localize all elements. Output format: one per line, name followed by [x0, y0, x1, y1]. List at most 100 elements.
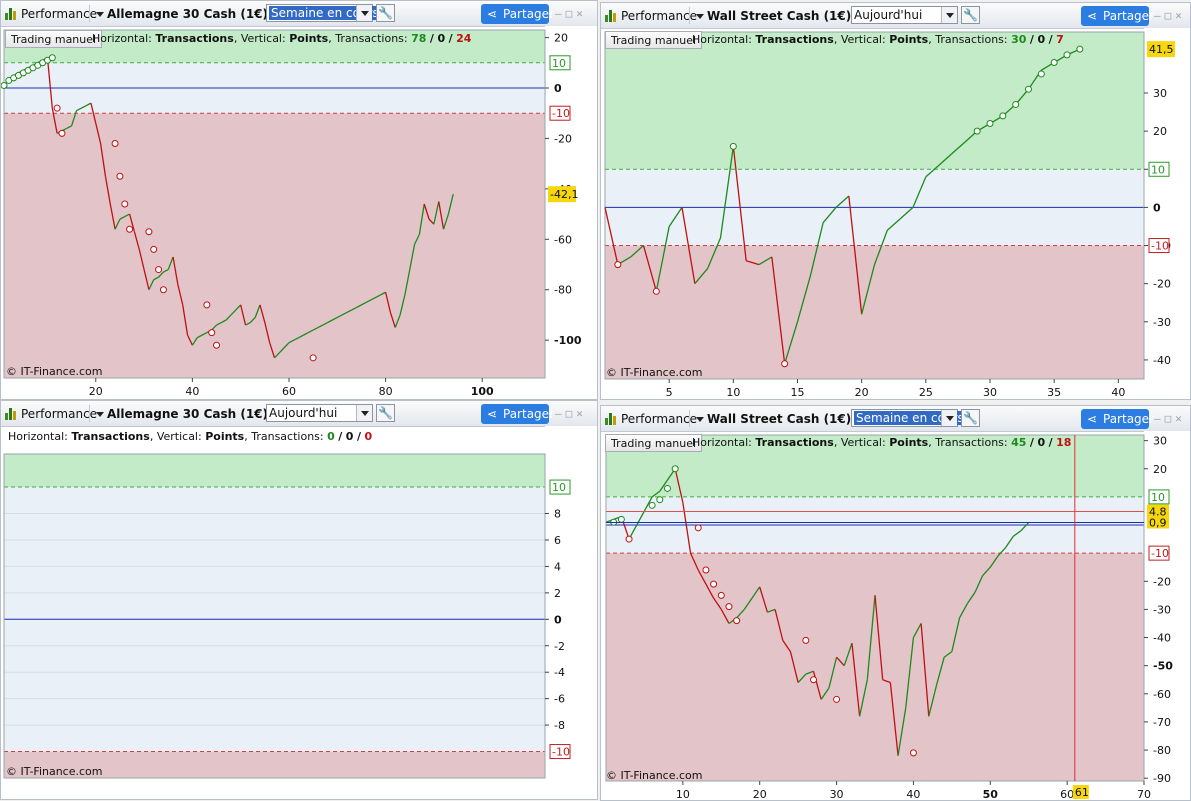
series-segment — [861, 264, 876, 315]
performance-chart[interactable]: 3020100-10-20-30-4010-105101520253035404… — [601, 28, 1191, 400]
tx-separator: / — [1029, 436, 1034, 449]
performance-label[interactable]: Performance — [621, 9, 698, 23]
series-segment — [851, 643, 861, 717]
series-segment — [951, 142, 965, 155]
series-segment — [191, 337, 198, 346]
series-segment — [356, 304, 362, 308]
share-button[interactable]: ⋖ Partager — [481, 404, 554, 424]
series-segment — [958, 603, 968, 619]
series-segment — [143, 269, 150, 290]
series-segment — [375, 294, 382, 298]
series-segment — [866, 595, 876, 680]
performance-chart[interactable]: 8 6 4 2 0 -2 -4 -6 -8 10 -10 — [1, 426, 598, 800]
series-segment — [394, 314, 401, 328]
series-segment — [797, 673, 807, 683]
series-segment — [413, 233, 420, 245]
wrench-icon[interactable]: 🔧 — [961, 409, 980, 427]
manual-trading-button[interactable]: Trading manuel — [605, 434, 703, 452]
manual-trading-button[interactable]: Trading manuel — [5, 30, 103, 48]
series-segment — [697, 569, 707, 585]
series-segment — [153, 276, 159, 281]
chevron-down-icon[interactable] — [356, 405, 372, 421]
series-segment — [873, 230, 888, 265]
series-segment — [346, 309, 353, 314]
chevron-down-icon[interactable] — [941, 410, 957, 426]
period-select[interactable]: Aujourd'hui — [851, 6, 958, 24]
trade-marker — [652, 287, 660, 295]
chevron-down-icon[interactable] — [356, 5, 372, 21]
tx-win-count: 45 — [1011, 436, 1027, 449]
series-segment — [177, 284, 184, 306]
copyright: © IT-Finance.com — [6, 365, 103, 378]
trade-marker — [625, 535, 633, 543]
info-transactions-label: Transactions: — [335, 32, 408, 45]
wrench-icon[interactable]: 🔧 — [376, 4, 395, 22]
share-button[interactable]: ⋖ Partager — [481, 4, 554, 24]
series-segment — [989, 555, 999, 568]
series-segment — [361, 301, 367, 306]
y-tick-label: 2 — [554, 587, 561, 600]
series-segment — [418, 203, 425, 235]
series-segment — [759, 586, 769, 613]
series-segment — [332, 316, 338, 321]
y-tick-label: 8 — [554, 508, 561, 521]
performance-label[interactable]: Performance — [21, 7, 98, 21]
instrument-dropdown-icon[interactable] — [96, 12, 104, 17]
plot-border — [605, 434, 1145, 782]
y-tick-label: -80 — [554, 284, 572, 297]
chevron-down-icon[interactable] — [941, 7, 957, 23]
wrench-icon[interactable]: 🔧 — [961, 6, 980, 24]
toolbar-separator — [89, 405, 90, 422]
instrument-name[interactable]: Wall Street Cash (1€) (-) — [707, 9, 872, 23]
trade-marker — [1050, 59, 1058, 67]
performance-chart[interactable]: 30 20 -20 -30 -40 -50 -60 -70 -80 -90 10 -10 10 20 30 4… — [601, 431, 1191, 801]
share-icon: ⋖ — [487, 407, 498, 421]
share-label: Partager — [503, 7, 554, 21]
performance-label[interactable]: Performance — [21, 407, 98, 421]
manual-trading-button[interactable]: Trading manuel — [605, 31, 703, 49]
share-button[interactable]: ⋖ Partager — [1081, 409, 1154, 429]
window-controls[interactable]: –□✕ — [1154, 412, 1186, 425]
trade-marker — [116, 172, 124, 180]
tx-neutral-count: 0 — [1037, 436, 1046, 449]
wrench-icon[interactable]: 🔧 — [376, 404, 395, 422]
instrument-dropdown-icon[interactable] — [696, 14, 704, 19]
period-select[interactable]: Semaine en cours — [266, 4, 381, 22]
trade-marker — [810, 676, 818, 684]
instrument-dropdown-icon[interactable] — [696, 417, 704, 422]
series-segment — [225, 314, 232, 321]
instrument-name[interactable]: Wall Street Cash (1€) (-) — [707, 412, 872, 426]
info-bar: Horizontal: Transactions, Vertical: Poin… — [692, 436, 1072, 449]
trade-marker — [671, 465, 679, 473]
plot-border — [3, 453, 546, 779]
window-controls[interactable]: –□✕ — [555, 407, 587, 420]
tx-neutral-count: 0 — [345, 430, 354, 443]
share-label: Partager — [1103, 9, 1154, 23]
window-controls[interactable]: –□✕ — [1154, 9, 1186, 22]
threshold-label: -10 — [1151, 240, 1169, 253]
threshold-label-box — [549, 744, 571, 760]
reference-badge-text: 0,9 — [1149, 516, 1167, 529]
series-segment — [767, 608, 776, 613]
series-segment — [1012, 530, 1022, 537]
tx-loss-count: 7 — [1056, 33, 1064, 46]
instrument-name[interactable]: Allemagne 30 Cash (1€) (-) — [107, 7, 289, 21]
period-select[interactable]: Aujourd'hui — [266, 404, 373, 422]
y-axis-area — [1144, 28, 1190, 399]
copyright: © IT-Finance.com — [606, 769, 703, 782]
window-controls[interactable]: –□✕ — [555, 7, 587, 20]
info-horizontal-label: Horizontal: — [692, 33, 752, 46]
share-button[interactable]: ⋖ Partager — [1081, 6, 1154, 26]
performance-label[interactable]: Performance — [621, 412, 698, 426]
period-select[interactable]: Semaine en cours — [851, 409, 966, 427]
series-segment — [90, 102, 97, 124]
series-segment — [643, 496, 653, 512]
series-segment — [745, 260, 760, 266]
instrument-name[interactable]: Allemagne 30 Cash (1€) (-) — [107, 407, 289, 421]
series-segment — [796, 275, 811, 322]
series-segment — [938, 153, 952, 166]
instrument-dropdown-icon[interactable] — [96, 412, 104, 417]
threshold-label-box — [549, 479, 571, 495]
series-segment — [428, 218, 435, 225]
